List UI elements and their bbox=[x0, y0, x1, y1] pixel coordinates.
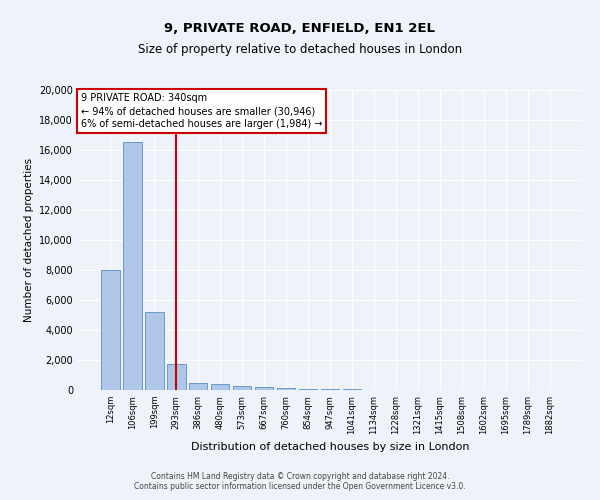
Bar bbox=[320, 389, 340, 390]
Bar bbox=[145, 312, 164, 390]
Text: 9 PRIVATE ROAD: 340sqm
← 94% of detached houses are smaller (30,946)
6% of semi-: 9 PRIVATE ROAD: 340sqm ← 94% of detached… bbox=[80, 93, 322, 130]
Bar bbox=[189, 382, 208, 390]
Text: Contains public sector information licensed under the Open Government Licence v3: Contains public sector information licen… bbox=[134, 482, 466, 491]
Text: Size of property relative to detached houses in London: Size of property relative to detached ho… bbox=[138, 42, 462, 56]
Bar bbox=[123, 142, 142, 390]
Text: 9, PRIVATE ROAD, ENFIELD, EN1 2EL: 9, PRIVATE ROAD, ENFIELD, EN1 2EL bbox=[164, 22, 436, 36]
Bar bbox=[277, 388, 295, 390]
Text: Contains HM Land Registry data © Crown copyright and database right 2024.: Contains HM Land Registry data © Crown c… bbox=[151, 472, 449, 481]
Bar bbox=[255, 388, 274, 390]
Bar bbox=[299, 389, 317, 390]
X-axis label: Distribution of detached houses by size in London: Distribution of detached houses by size … bbox=[191, 442, 469, 452]
Bar bbox=[101, 270, 119, 390]
Bar bbox=[211, 384, 229, 390]
Y-axis label: Number of detached properties: Number of detached properties bbox=[24, 158, 34, 322]
Bar bbox=[167, 364, 185, 390]
Bar bbox=[233, 386, 251, 390]
